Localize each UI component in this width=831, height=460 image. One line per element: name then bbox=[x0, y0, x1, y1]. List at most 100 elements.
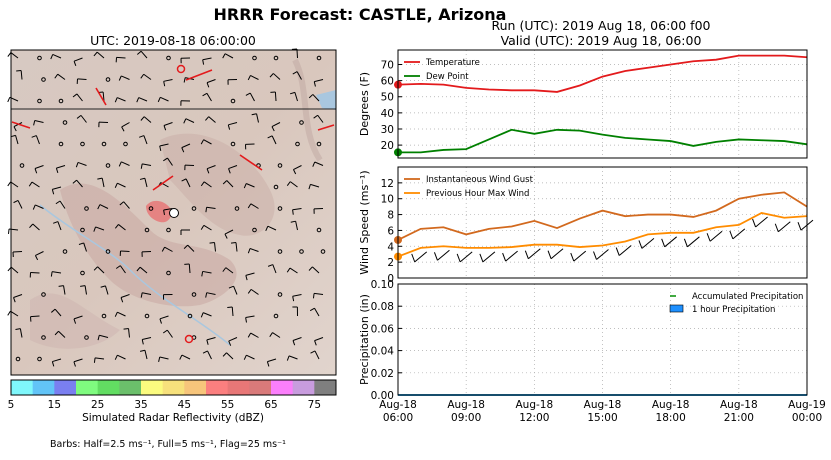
wind-barb-flag bbox=[53, 221, 59, 224]
wind-barb bbox=[77, 78, 87, 80]
wind-barb-flag bbox=[136, 266, 141, 272]
wind-barb-flag bbox=[141, 339, 144, 345]
wind-barb bbox=[250, 203, 259, 209]
wind-barb bbox=[73, 57, 83, 62]
y-tick-label: 8 bbox=[387, 210, 394, 222]
wind-barb-flag bbox=[13, 297, 16, 303]
wind-barb bbox=[314, 79, 324, 83]
y-tick-label: 10 bbox=[381, 194, 394, 206]
wind-barb-flag bbox=[286, 355, 290, 361]
river-line bbox=[39, 204, 231, 346]
calm-circle bbox=[144, 227, 150, 233]
wind-barb-flag bbox=[308, 266, 313, 271]
calm-circle bbox=[234, 206, 240, 211]
wind-barb bbox=[97, 266, 105, 274]
wind-barb-flag bbox=[51, 189, 55, 195]
wind-barb bbox=[314, 350, 320, 360]
calm-circle bbox=[316, 55, 322, 61]
wind-barb bbox=[121, 75, 130, 80]
wind-barb-flag bbox=[228, 285, 234, 289]
wind-barb bbox=[63, 285, 66, 295]
wind-barb bbox=[118, 224, 126, 231]
wind-barb bbox=[224, 53, 234, 59]
wind-barb-flag bbox=[638, 240, 643, 249]
wind-barb bbox=[34, 120, 44, 123]
wind-barb-flag bbox=[456, 253, 461, 263]
wind-barb-flag bbox=[314, 340, 317, 346]
valid-header: Valid (UTC): 2019 Aug 18, 06:00 bbox=[501, 33, 702, 48]
wind-barb-flag bbox=[247, 203, 252, 209]
plot-frame bbox=[397, 49, 808, 159]
wind-barb-flag bbox=[269, 332, 273, 338]
plot-frame bbox=[397, 283, 808, 396]
wind-barb-flag bbox=[114, 224, 119, 229]
x-tick-label: 21:00 bbox=[724, 412, 754, 424]
wind-barb-flag bbox=[292, 209, 294, 215]
wind-barb-flag bbox=[222, 352, 227, 357]
wind-barb bbox=[292, 208, 302, 211]
colorbar-tick-label: 55 bbox=[221, 399, 234, 411]
wind-barb bbox=[52, 53, 62, 59]
y-axis-label: Precipitation (in) bbox=[358, 294, 371, 385]
wind-barb bbox=[121, 161, 130, 166]
wind-barb bbox=[185, 178, 191, 188]
calm-circle bbox=[295, 141, 300, 147]
wind-barb bbox=[292, 294, 302, 297]
y-tick-label: 50 bbox=[381, 92, 394, 104]
wind-barb bbox=[618, 245, 632, 256]
wind-barb-flag bbox=[205, 116, 210, 121]
calm-circle bbox=[80, 141, 85, 147]
wind-barb-flag bbox=[28, 181, 33, 187]
wind-panel: 0 2 4 6 8 10 12 Wind Speed (ms⁻¹) Instantaneous … bbox=[358, 166, 814, 285]
wind-barb-flag bbox=[120, 297, 124, 303]
wind-barb-flag bbox=[93, 226, 97, 232]
wind-barb-flag bbox=[292, 296, 295, 302]
y-axis-label: Degrees (F) bbox=[358, 72, 371, 136]
wind-barb bbox=[57, 221, 62, 231]
wind-barb bbox=[76, 93, 83, 102]
legend-label: Temperature bbox=[425, 58, 480, 68]
station-marker bbox=[169, 208, 179, 218]
wind-barb bbox=[271, 135, 277, 145]
wind-barb bbox=[58, 330, 66, 338]
y-tick-label: 6 bbox=[387, 225, 394, 237]
calm-circle bbox=[101, 141, 107, 147]
x-tick-label: Aug-18 bbox=[584, 399, 622, 411]
y-tick-label: 30 bbox=[381, 124, 394, 136]
wind-barb-flag bbox=[289, 91, 296, 95]
y-tick-label: 40 bbox=[381, 108, 394, 120]
wind-barb bbox=[159, 143, 169, 147]
wind-barb-flag bbox=[7, 52, 12, 57]
wind-barb-flag bbox=[181, 147, 185, 153]
wind-barb-flag bbox=[433, 252, 438, 261]
x-tick-label: 06:00 bbox=[383, 412, 413, 424]
wind-barb-flag bbox=[93, 357, 96, 363]
wind-barb bbox=[573, 250, 587, 262]
calm-circle bbox=[252, 55, 257, 61]
wind-barb bbox=[143, 116, 152, 123]
wind-barb-flag bbox=[267, 264, 273, 267]
wind-barb-flag bbox=[228, 168, 231, 174]
wind-barb-flag bbox=[13, 199, 19, 204]
wind-barb bbox=[116, 97, 126, 102]
wind-barb bbox=[256, 113, 259, 123]
wind-barb bbox=[10, 181, 19, 188]
colorbar-tick-label: 45 bbox=[178, 399, 191, 411]
wind-barb bbox=[228, 337, 238, 342]
wind-barb bbox=[117, 311, 126, 317]
calm-circle bbox=[191, 292, 197, 297]
map-title: UTC: 2019-08-18 06:00:00 bbox=[90, 33, 256, 48]
colorbar-bin bbox=[119, 380, 142, 395]
x-tick-label: Aug-18 bbox=[720, 399, 758, 411]
wind-barb bbox=[314, 292, 324, 295]
wind-barb-flag bbox=[309, 307, 315, 312]
wind-barb-flag bbox=[206, 82, 210, 88]
wind-barb-flag bbox=[121, 126, 125, 132]
canyon-relief bbox=[60, 183, 237, 307]
legend-label: Instantaneous Wind Gust bbox=[426, 175, 534, 185]
calm-circle bbox=[277, 163, 283, 168]
calm-circle bbox=[166, 55, 171, 61]
colorbar-frame bbox=[10, 379, 337, 396]
y-tick-label: 70 bbox=[381, 60, 394, 72]
